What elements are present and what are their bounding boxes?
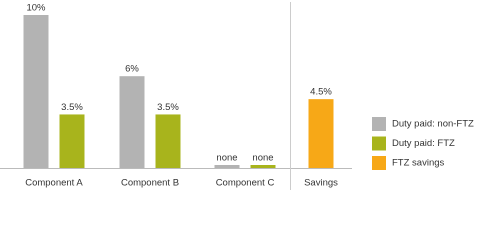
value-label: none <box>216 153 237 164</box>
bar <box>308 99 334 168</box>
none-stub <box>214 165 240 168</box>
value-label: 3.5% <box>157 102 179 113</box>
x-tick-label: Component C <box>216 178 275 189</box>
bar <box>155 114 181 168</box>
legend-label: Duty paid: FTZ <box>392 138 455 149</box>
value-label: 6% <box>125 64 139 75</box>
bar <box>23 15 49 168</box>
value-label: none <box>252 153 273 164</box>
chart: Component A 10% 3.5% Component B 6% 3.5% Compo… <box>0 2 474 190</box>
bar <box>59 114 85 168</box>
legend-label: Duty paid: non-FTZ <box>392 119 474 130</box>
none-stub <box>250 165 276 168</box>
legend-swatch <box>372 136 386 151</box>
x-tick-label: Component B <box>121 178 179 189</box>
x-tick-label: Component A <box>25 178 83 189</box>
value-label: 3.5% <box>61 102 83 113</box>
value-label: 10% <box>26 3 46 14</box>
legend-swatch <box>372 156 386 170</box>
legend-swatch <box>372 117 386 131</box>
legend-label: FTZ savings <box>392 158 445 169</box>
bar <box>119 76 145 168</box>
x-tick-label: Savings <box>304 178 338 189</box>
value-label: 4.5% <box>310 87 332 98</box>
